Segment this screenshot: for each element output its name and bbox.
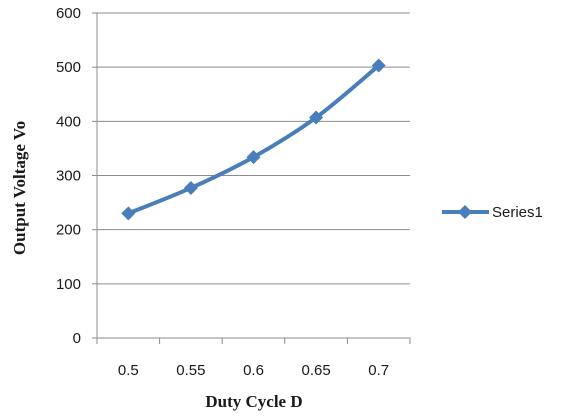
y-tick-label: 0 (73, 330, 81, 347)
y-tick-label: 200 (56, 222, 81, 239)
y-tick-label: 100 (56, 276, 81, 293)
data-point-marker (246, 150, 261, 165)
x-tick-label: 0.5 (118, 362, 139, 379)
y-tick-label: 400 (56, 113, 81, 130)
axes (92, 12, 411, 344)
data-point-marker (309, 110, 324, 125)
x-tick-labels: 0.5 0.55 0.6 0.65 0.7 (118, 362, 389, 379)
y-tick-label: 500 (56, 59, 81, 76)
x-tick-label: 0.6 (243, 362, 264, 379)
legend-marker-series1 (458, 205, 472, 219)
series-group (121, 58, 386, 221)
series-line (127, 64, 380, 216)
y-axis-title: Output Voltage Vo (10, 121, 29, 255)
x-axis-title: Duty Cycle D (205, 392, 302, 411)
y-tick-label: 600 (56, 5, 81, 22)
x-tick-label: 0.55 (176, 362, 205, 379)
x-tick-label: 0.65 (301, 362, 330, 379)
x-tick-label: 0.7 (368, 362, 389, 379)
data-point-marker (371, 58, 386, 73)
data-point-marker (183, 180, 198, 195)
gridlines (97, 12, 410, 285)
legend-label-series1: Series1 (492, 204, 543, 221)
data-point-marker (121, 206, 136, 221)
legend: Series1 (442, 204, 543, 221)
y-tick-label: 300 (56, 168, 81, 185)
y-tick-labels: 0 100 200 300 400 500 600 (56, 5, 81, 347)
